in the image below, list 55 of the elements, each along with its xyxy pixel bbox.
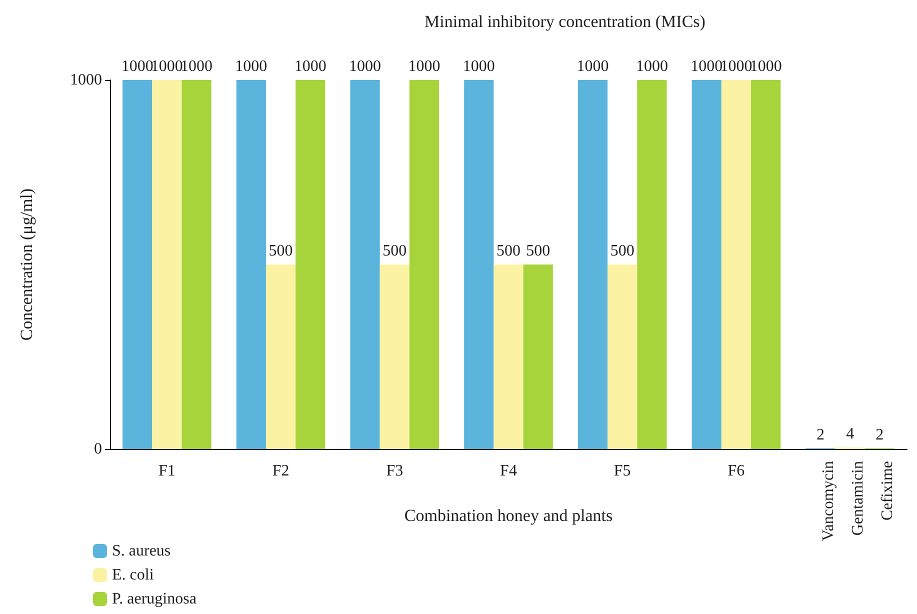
x-tick-label: F4 [500,462,517,480]
legend-label: E. coli [112,566,154,584]
data-label: 500 [268,242,293,260]
data-label: 4 [846,426,854,443]
bar [751,80,781,449]
data-label: 1000 [636,58,668,75]
data-label: 500 [526,242,550,260]
data-label: 2 [816,426,824,444]
bar [122,80,152,449]
bar [464,80,494,449]
text: Gentamicin [850,461,867,536]
text: Cefixime [879,461,896,521]
bar [152,80,182,449]
bar [182,80,212,449]
bar [578,80,608,449]
data-label: 500 [610,242,634,260]
bar [409,80,440,449]
data-label: 1000 [576,58,609,75]
chart-title: Minimal inhibitory concentration (MICs) [424,12,706,31]
x-tick-label: F5 [614,462,631,480]
x-tick-label: F2 [272,462,290,480]
bar [350,80,380,449]
x-axis-title: Combination honey and plants [404,506,613,525]
text: Vancomycin [820,461,837,541]
x-tick-label: F1 [158,462,176,480]
data-label: 2 [876,426,884,444]
data-label: 1000 [150,58,183,75]
x-tick-label: F3 [386,462,404,480]
legend-label: S. aureus [112,542,171,560]
data-label: 1000 [690,58,723,75]
data-label: 1000 [720,58,752,75]
y-tick-label: 0 [94,440,102,458]
data-label: 1000 [750,58,782,75]
data-label: 1000 [235,58,268,75]
data-label: 1000 [294,58,326,75]
data-label: 1000 [408,58,440,75]
y-axis-title: Concentration (μg/ml) [17,188,36,341]
bar [523,264,553,449]
bar [494,264,524,449]
bar [296,80,326,449]
bar [692,80,722,449]
data-label: 1000 [180,58,213,75]
bar [721,80,752,449]
bar [637,80,667,449]
bar [266,264,296,449]
bar [608,264,638,449]
bar [236,80,266,449]
bar [380,264,410,449]
data-label: 500 [382,242,407,260]
data-label: 500 [496,242,520,260]
data-label: 1000 [462,58,495,75]
legend-label: P. aeruginosa [112,590,196,608]
data-label: 1000 [121,58,154,75]
x-tick-label: F6 [728,462,745,480]
data-label: 1000 [349,58,382,75]
